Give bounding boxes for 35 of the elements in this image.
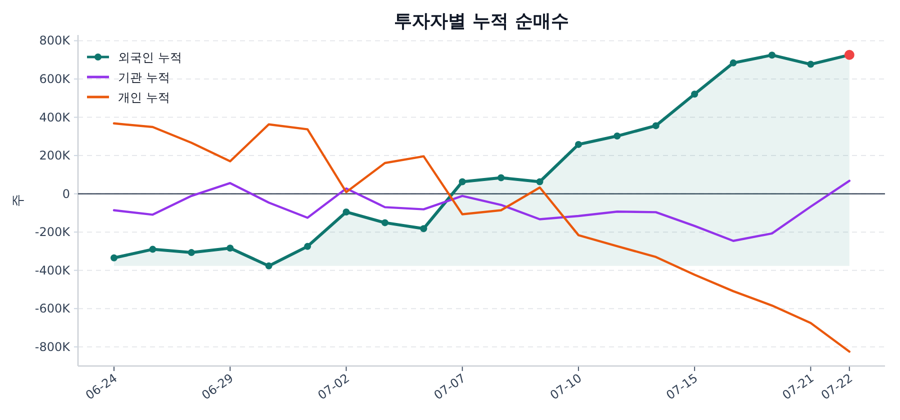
y-tick-label: 600K [39, 72, 72, 86]
line-series [112, 122, 850, 353]
y-tick-label: 200K [39, 148, 72, 163]
chart-title: 투자자별 누적 순매수 [394, 11, 569, 32]
legend-label: 외국인 누적 [118, 50, 182, 64]
point [652, 122, 660, 130]
point [498, 174, 505, 182]
point [110, 254, 118, 262]
y-axis-title: 주 [11, 194, 26, 207]
point [807, 60, 814, 68]
y-tick-label: -400K [34, 263, 72, 278]
point [458, 178, 466, 186]
line-series [112, 180, 850, 242]
y-tick-label: 800K [39, 34, 72, 48]
point [304, 242, 312, 250]
point [265, 262, 272, 270]
y-tick-label: 0 [62, 186, 70, 201]
y-tick-label: -800K [34, 340, 72, 354]
point [381, 219, 388, 226]
point [342, 208, 350, 216]
point [536, 178, 544, 186]
point [574, 140, 582, 148]
point [730, 59, 737, 66]
point [768, 52, 776, 59]
y-tick-label: -200K [34, 225, 72, 240]
y-tick-label: -600K [34, 302, 72, 316]
point [691, 90, 698, 98]
point [149, 246, 156, 253]
point [188, 249, 195, 256]
point [226, 244, 234, 252]
y-tick-label: 400K [39, 110, 72, 124]
legend-label: 기관 누적 [118, 70, 170, 84]
legend-label: 개인 누적 [118, 90, 170, 104]
point [614, 132, 621, 140]
point [420, 225, 428, 232]
